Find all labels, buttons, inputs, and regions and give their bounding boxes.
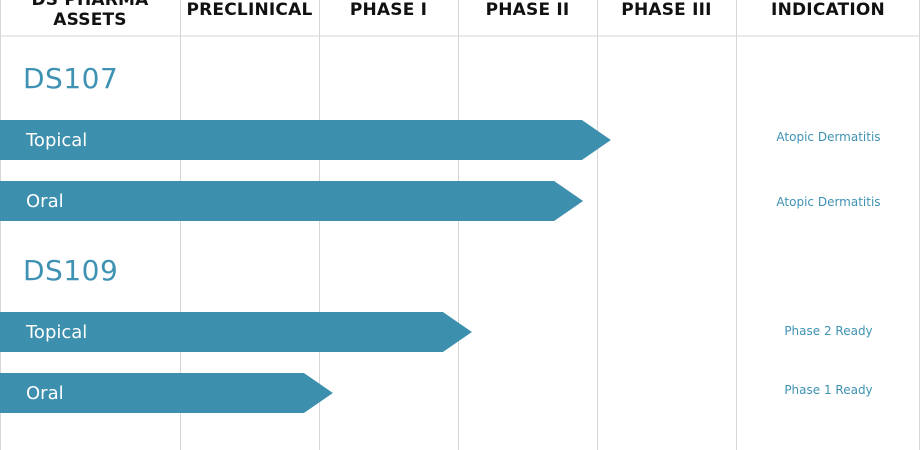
bar-label: Oral bbox=[26, 191, 64, 212]
asset-name-ds109: DS109 bbox=[23, 254, 119, 287]
header-preclinical: PRECLINICAL bbox=[186, 0, 313, 20]
header-phase-3: PHASE III bbox=[621, 0, 712, 20]
pipeline-bar-ds107-oral: Oral bbox=[0, 181, 584, 221]
pipeline-bar-ds107-topical: Topical bbox=[0, 120, 611, 160]
bar-label: Topical bbox=[25, 130, 87, 151]
header-assets: DS PHARMA ASSETS bbox=[31, 0, 149, 30]
indication-ds107-oral: Atopic Dermatitis bbox=[776, 195, 881, 209]
indication-ds109-topical: Phase 2 Ready bbox=[784, 324, 873, 338]
header-phase-1: PHASE I bbox=[349, 0, 428, 20]
bar-arrow-shape bbox=[0, 312, 472, 352]
indication-ds107-topical: Atopic Dermatitis bbox=[776, 130, 881, 144]
asset-name-ds107: DS107 bbox=[23, 62, 119, 95]
header-phase-2: PHASE II bbox=[485, 0, 570, 20]
pipeline-bar-ds109-topical: Topical bbox=[0, 312, 472, 352]
bar-arrow-shape bbox=[0, 120, 611, 160]
header-indication: INDICATION bbox=[771, 0, 885, 20]
bar-label: Topical bbox=[25, 322, 87, 343]
bar-arrow-shape bbox=[0, 373, 333, 413]
bar-label: Oral bbox=[26, 383, 64, 404]
indication-ds109-oral: Phase 1 Ready bbox=[784, 383, 873, 397]
bar-arrow-shape bbox=[0, 181, 584, 221]
pipeline-bar-ds109-oral: Oral bbox=[0, 373, 333, 413]
